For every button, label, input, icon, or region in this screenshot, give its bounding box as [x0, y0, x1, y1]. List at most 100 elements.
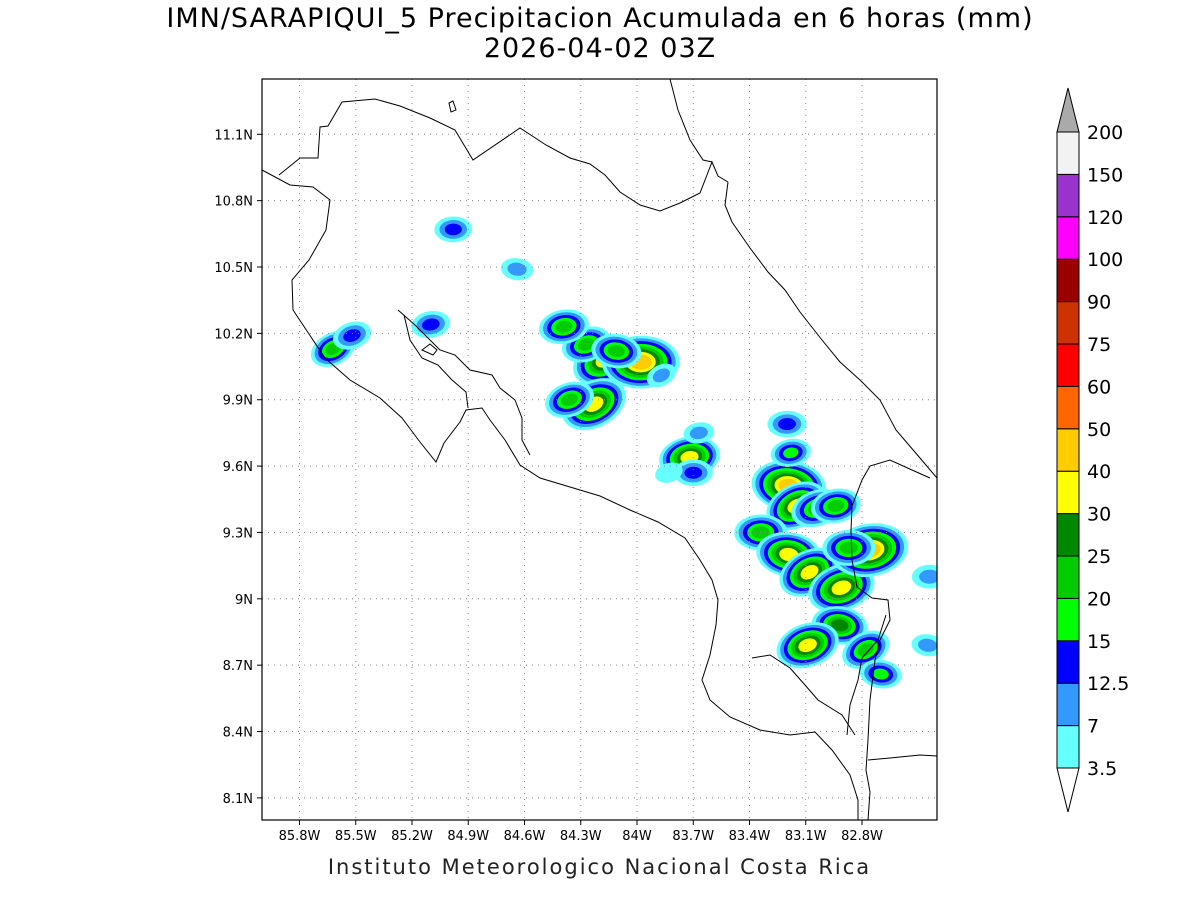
colorbar-segment: [1056, 725, 1080, 769]
precip-contour: [578, 338, 595, 351]
lon-tick-label: 85.2W: [391, 829, 433, 844]
lat-tick-label: 9.9N: [223, 394, 253, 409]
colorbar: 3.5 7 12.5 15 20 25 30 40 50 60 75 90 100 120 150 200: [1056, 87, 1129, 813]
colorbar-segment: [1056, 216, 1080, 260]
longitude-labels: 85.8W 85.5W 85.2W 84.9W 84.6W 84.3W 84W 83.7W 83…: [279, 820, 883, 844]
lat-tick-label: 9N: [235, 593, 253, 608]
precip-contour: [800, 564, 819, 580]
precip-cell: [683, 422, 715, 444]
precip-contour: [783, 447, 799, 459]
colorbar-label: 75: [1087, 334, 1111, 356]
lat-tick-label: 11.1N: [214, 128, 253, 143]
precip-contour: [689, 426, 708, 440]
colorbar-label: 20: [1087, 588, 1111, 610]
lon-tick-label: 83.4W: [729, 829, 771, 844]
colorbar-segment: [1056, 640, 1080, 684]
precip-cell: [545, 381, 594, 418]
precip-cell: [767, 410, 807, 438]
colorbar-segment: [1056, 301, 1080, 345]
panama-coast-north: [851, 459, 931, 507]
osa-peninsula: [751, 654, 856, 736]
lon-tick-label: 84.3W: [560, 829, 602, 844]
precip-contour: [507, 262, 527, 276]
colorbar-label: 200: [1087, 122, 1123, 144]
precip-contour: [798, 638, 817, 653]
lon-tick-label: 84.9W: [447, 829, 489, 844]
caribbean-coast: [724, 181, 937, 479]
chira-island: [421, 343, 438, 356]
lon-tick-label: 84.6W: [504, 829, 546, 844]
colorbar-label: 12.5: [1087, 673, 1129, 695]
colorbar-segment: [1056, 513, 1080, 557]
colorbar-under-triangle: [1056, 767, 1080, 813]
colorbar-segment: [1056, 428, 1080, 472]
precip-contour: [343, 329, 361, 342]
precip-cell: [591, 333, 642, 369]
precip-contour: [444, 223, 462, 236]
lon-tick-label: 83.7W: [672, 829, 714, 844]
precip-cell: [822, 529, 876, 566]
colorbar-segment: [1056, 470, 1080, 515]
precip-contour: [555, 320, 573, 333]
colorbar-segment: [1056, 555, 1080, 599]
colorbar-segment: [1056, 343, 1080, 387]
small-island: [448, 100, 457, 113]
san-juan-river-north: [669, 79, 713, 163]
precip-contour: [857, 643, 874, 657]
precip-contour: [655, 462, 683, 483]
colorbar-label: 7: [1087, 716, 1099, 738]
plot-frame: [261, 78, 938, 821]
precip-contour: [872, 668, 889, 680]
precip-contour: [778, 418, 796, 431]
precip-cell: [646, 363, 676, 388]
precip-cell: [500, 258, 534, 281]
latitude-labels: 11.1N 10.8N 10.5N 10.2N 9.9N 9.6N 9.3N 9N 8.7N 8.…: [214, 128, 262, 807]
coastlines: [262, 79, 937, 820]
pacific-coast: [262, 169, 859, 820]
precip-cell: [810, 488, 861, 524]
colorbar-label: 60: [1087, 376, 1111, 398]
lon-tick-label: 85.5W: [335, 829, 377, 844]
lon-tick-label: 82.8W: [841, 829, 883, 844]
precip-contour: [652, 368, 670, 383]
colorbar-segment: [1056, 131, 1080, 175]
precip-cell: [770, 438, 811, 467]
precip-contour: [919, 569, 937, 584]
precip-cell: [538, 309, 589, 345]
precip-cell: [673, 459, 713, 487]
colorbar-label: 3.5: [1087, 758, 1117, 780]
lat-tick-label: 9.6N: [223, 460, 253, 475]
panama-border: [850, 505, 891, 820]
precip-cell: [911, 564, 937, 589]
precip-cell: [655, 462, 683, 483]
colorbar-label: 50: [1087, 419, 1111, 441]
precip-contour: [827, 499, 845, 512]
precip-contour: [918, 638, 937, 652]
precip-contour: [831, 580, 852, 596]
golfo-dulce: [846, 614, 887, 736]
precip-contour: [607, 345, 625, 358]
colorbar-segment: [1056, 173, 1080, 218]
nicoya-gulf: [397, 309, 531, 456]
lon-tick-label: 85.8W: [279, 829, 321, 844]
lat-tick-label: 8.7N: [223, 659, 253, 674]
colorbar-label: 15: [1087, 631, 1111, 653]
precip-contour: [421, 318, 440, 331]
colorbar-over-triangle: [1056, 87, 1080, 133]
lat-tick-label: 8.4N: [223, 726, 253, 741]
nicaragua-border: [278, 98, 729, 212]
precip-cell: [859, 659, 902, 689]
credit-line: Instituto Meteorologico Nacional Costa R…: [327, 855, 872, 879]
colorbar-segment: [1056, 385, 1080, 430]
precip-cell: [911, 634, 937, 657]
colorbar-label: 30: [1087, 504, 1111, 526]
precip-contour: [561, 393, 578, 406]
plot-area: [262, 79, 937, 820]
colorbar-segment: [1056, 258, 1080, 303]
lat-tick-label: 10.8N: [214, 195, 253, 210]
colorbar-segment: [1056, 682, 1080, 727]
colorbar-label: 40: [1087, 461, 1111, 483]
precip-contour: [684, 466, 703, 479]
lon-tick-label: 84W: [622, 829, 652, 844]
